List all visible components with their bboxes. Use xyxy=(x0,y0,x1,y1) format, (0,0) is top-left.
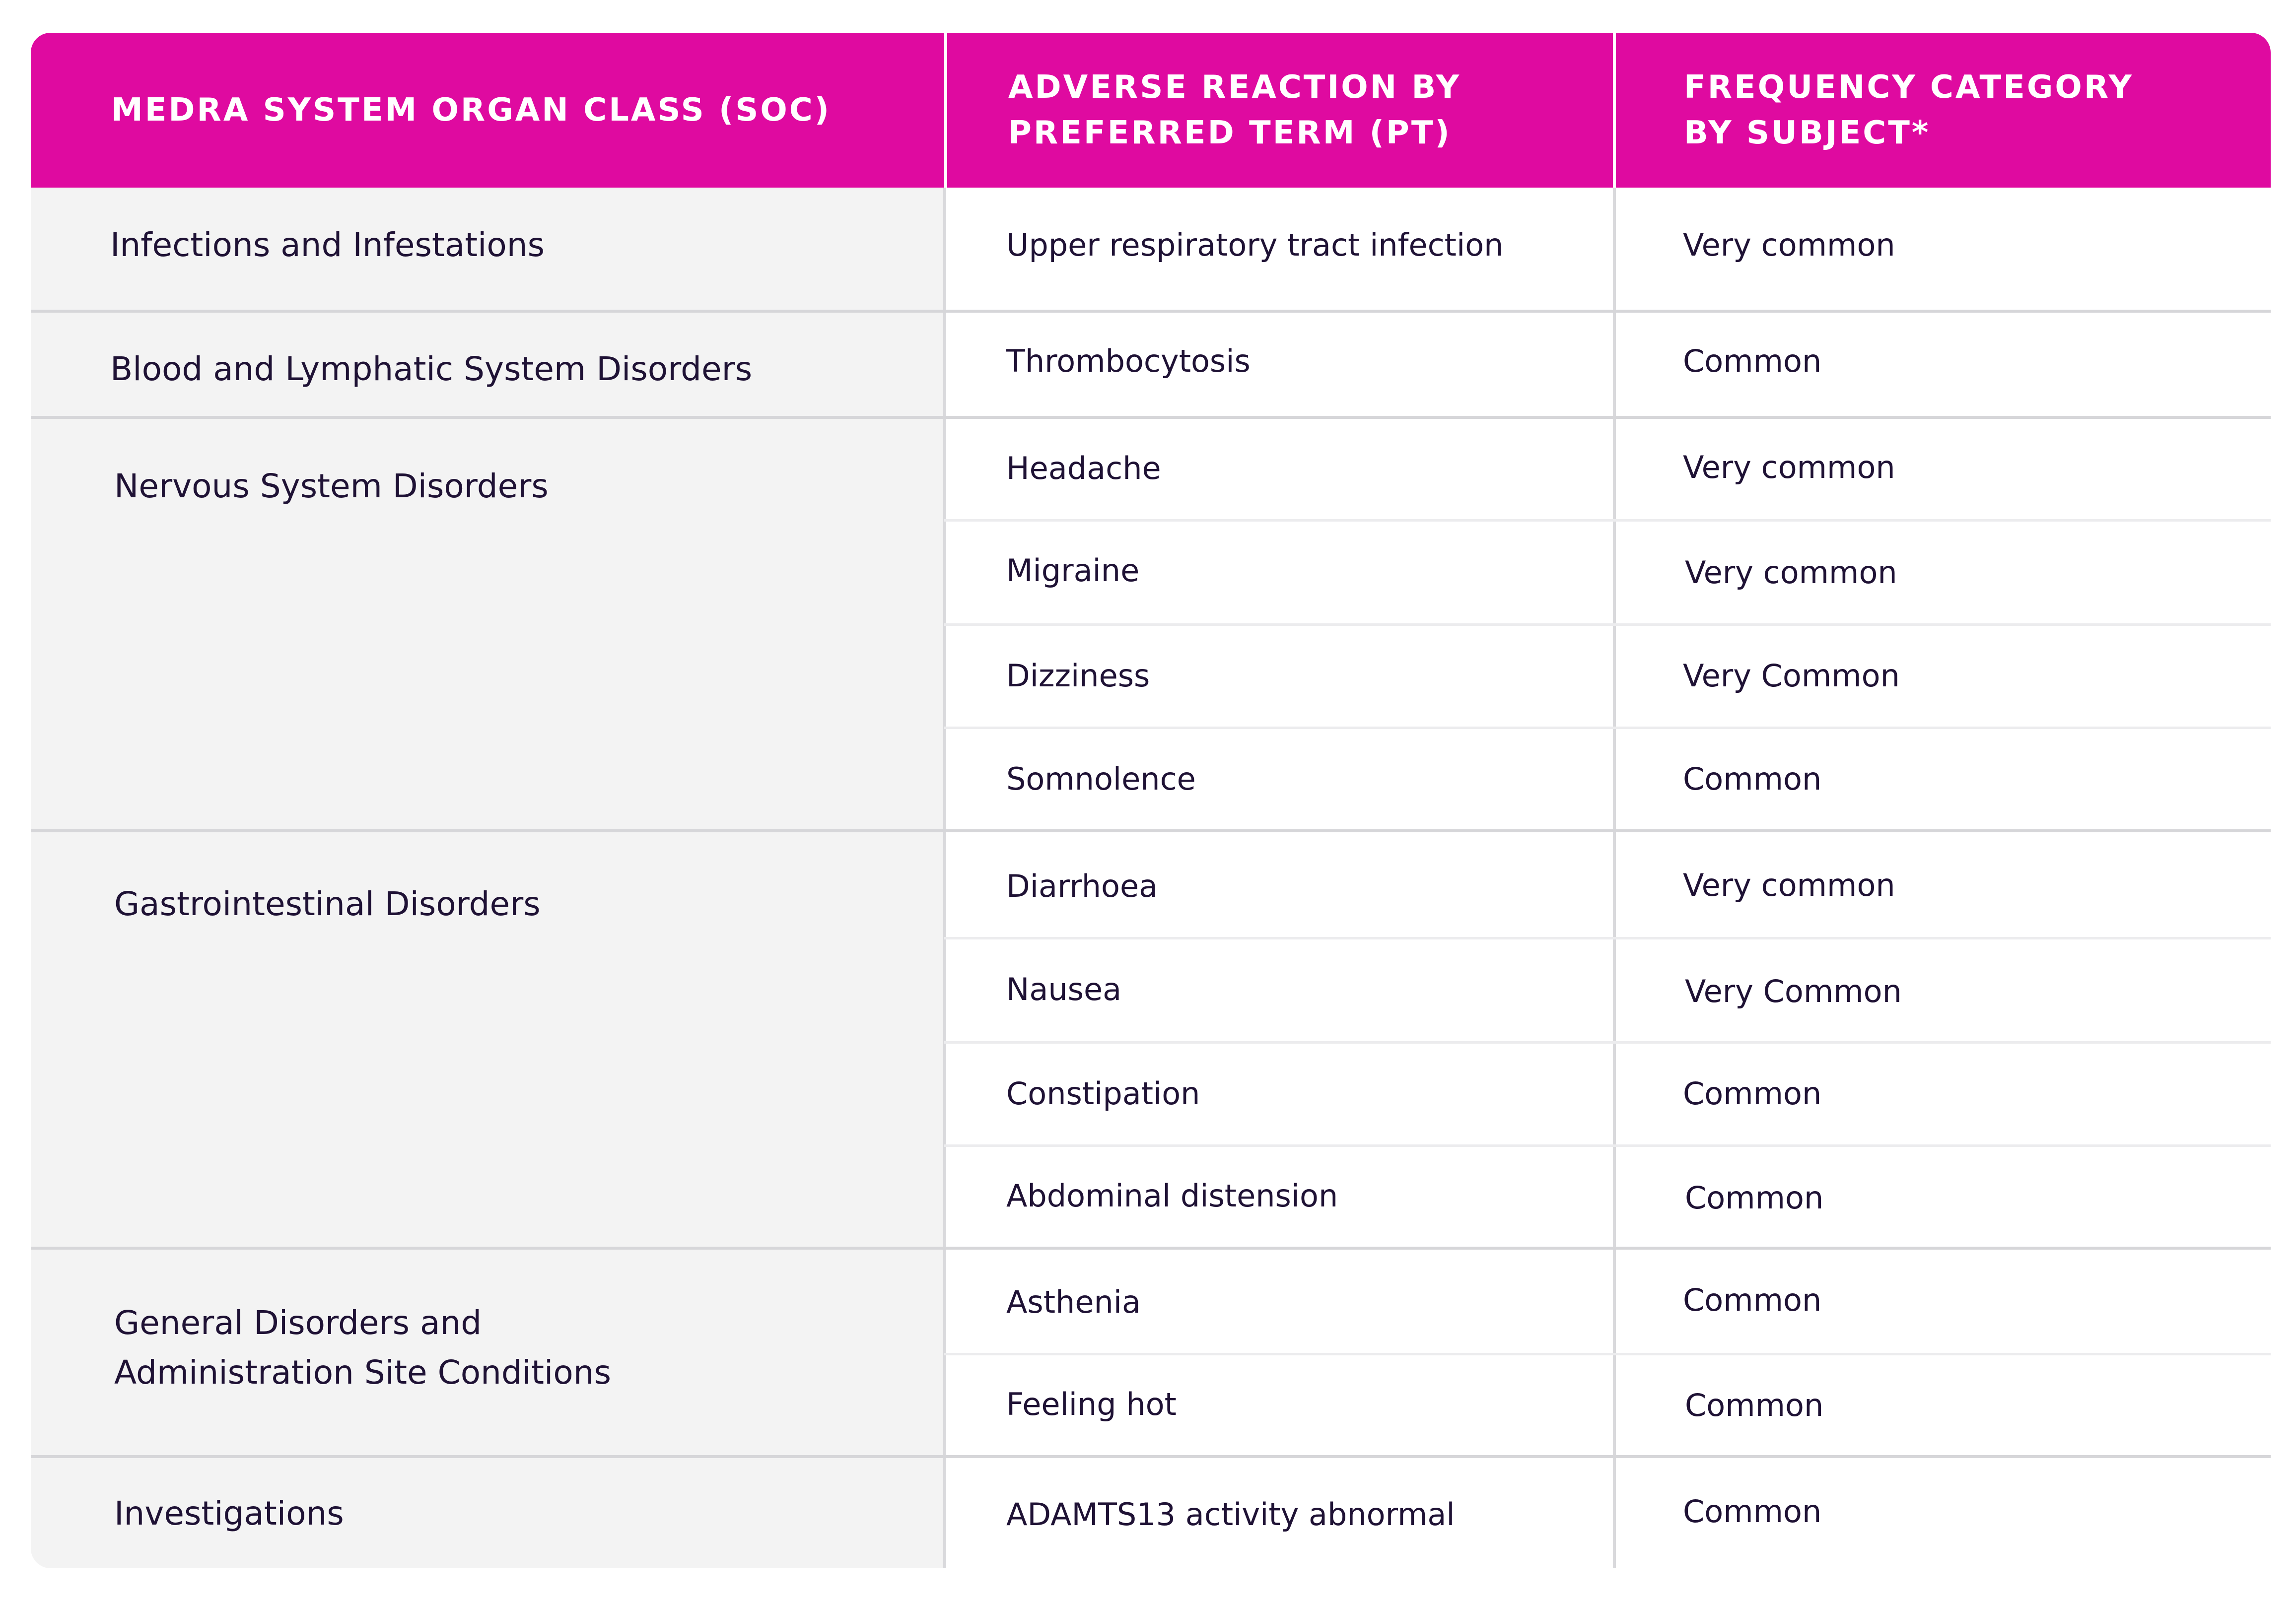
pt-cell: Thrombocytosis xyxy=(1006,343,1251,379)
row-divider xyxy=(944,623,2271,626)
header-freq-line1: FREQUENCY CATEGORY xyxy=(1684,69,2134,106)
pt-cell: Nausea xyxy=(1006,971,1122,1007)
header-pt-line1: ADVERSE REACTION BY xyxy=(1008,69,1461,106)
column-divider xyxy=(1613,188,1616,1568)
frequency-cell: Common xyxy=(1683,761,1822,797)
pt-cell: Upper respiratory tract infection xyxy=(1006,227,1504,263)
pt-cell: Somnolence xyxy=(1006,761,1196,797)
frequency-cell: Very Common xyxy=(1683,658,1900,694)
group-divider xyxy=(31,416,2271,419)
frequency-cell: Very common xyxy=(1683,449,1895,485)
group-divider xyxy=(31,310,2271,313)
pt-cell: Dizziness xyxy=(1006,658,1150,694)
adverse-reactions-table: MEDRA SYSTEM ORGAN CLASS (SOC) ADVERSE R… xyxy=(31,33,2271,1568)
row-divider xyxy=(944,727,2271,729)
frequency-cell: Very common xyxy=(1683,867,1895,903)
header-frequency: FREQUENCY CATEGORY BY SUBJECT* xyxy=(1615,33,2271,188)
frequency-cell: Common xyxy=(1683,1282,1822,1318)
pt-cell: Headache xyxy=(1006,450,1161,486)
pt-cell: ADAMTS13 activity abnormal xyxy=(1006,1496,1455,1533)
header-pt-line2: PREFERRED TERM (PT) xyxy=(1008,115,1452,151)
header-separator xyxy=(944,33,947,188)
row-divider xyxy=(944,519,2271,522)
frequency-cell: Common xyxy=(1685,1387,1824,1423)
row-divider xyxy=(944,937,2271,939)
row-divider xyxy=(944,1353,2271,1355)
soc-blood-lymphatic: Blood and Lymphatic System Disorders xyxy=(110,350,753,388)
frequency-cell: Common xyxy=(1683,343,1822,379)
header-preferred-term: ADVERSE REACTION BY PREFERRED TERM (PT) xyxy=(947,33,1613,188)
frequency-cell: Common xyxy=(1683,1075,1822,1112)
group-divider xyxy=(31,829,2271,832)
pt-cell: Diarrhoea xyxy=(1006,868,1158,904)
soc-investigations: Investigations xyxy=(114,1494,344,1533)
header-soc: MEDRA SYSTEM ORGAN CLASS (SOC) xyxy=(111,92,831,129)
header-separator xyxy=(1613,33,1616,188)
pt-cell: Constipation xyxy=(1006,1075,1200,1112)
pt-cell: Migraine xyxy=(1006,552,1140,589)
row-divider xyxy=(944,1041,2271,1044)
soc-general-disorders-line2: Administration Site Conditions xyxy=(114,1353,611,1392)
frequency-cell: Very common xyxy=(1685,554,1897,591)
group-divider xyxy=(31,1455,2271,1458)
pt-cell: Asthenia xyxy=(1006,1284,1141,1320)
group-divider xyxy=(31,1247,2271,1250)
soc-infections: Infections and Infestations xyxy=(110,226,545,264)
pt-cell: Feeling hot xyxy=(1006,1386,1177,1422)
frequency-cell: Very common xyxy=(1683,227,1895,263)
row-divider xyxy=(944,1144,2271,1147)
soc-general-disorders-line1: General Disorders and xyxy=(114,1304,482,1342)
table-header: MEDRA SYSTEM ORGAN CLASS (SOC) ADVERSE R… xyxy=(31,33,2271,188)
frequency-cell: Very Common xyxy=(1685,973,1902,1009)
soc-gastrointestinal: Gastrointestinal Disorders xyxy=(114,885,541,923)
frequency-cell: Common xyxy=(1685,1180,1824,1216)
header-freq-line2: BY SUBJECT* xyxy=(1684,115,1931,151)
pt-cell: Abdominal distension xyxy=(1006,1178,1338,1214)
frequency-cell: Common xyxy=(1683,1493,1822,1530)
soc-nervous-system: Nervous System Disorders xyxy=(114,467,549,505)
column-divider xyxy=(943,188,946,1568)
